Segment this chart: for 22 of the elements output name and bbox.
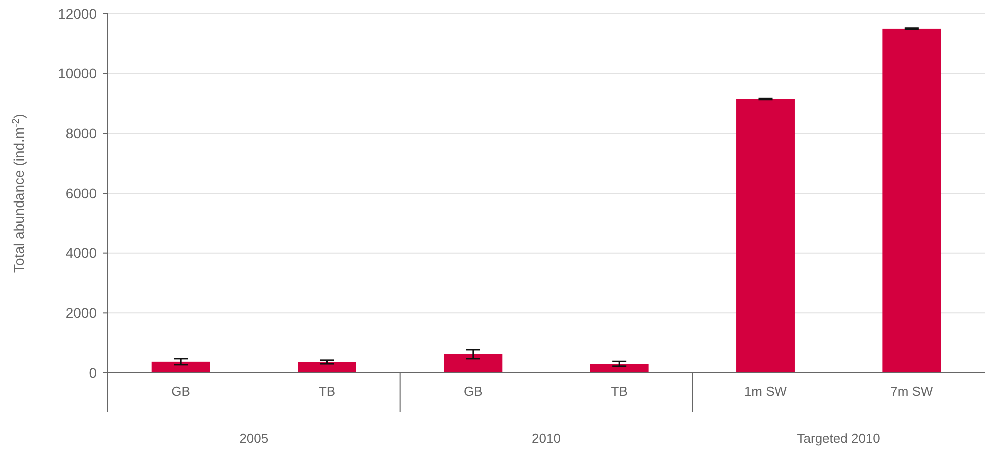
x-tick-label: 7m SW (890, 384, 934, 399)
y-tick-label: 2000 (66, 305, 98, 322)
bar (444, 354, 503, 373)
y-tick-label: 4000 (66, 245, 98, 262)
text: 2005 (240, 431, 269, 446)
bar (590, 364, 649, 373)
y-tick-label: 6000 (66, 185, 98, 202)
x-tick-label: GB (172, 384, 190, 399)
text: Targeted 2010 (797, 431, 880, 446)
bar (736, 99, 795, 373)
y-tick-label: 8000 (66, 126, 98, 142)
y-tick-label: 12000 (58, 6, 98, 22)
bar (298, 362, 356, 373)
x-tick-label: TB (318, 384, 336, 399)
y-tick-label: 10000 (58, 66, 98, 82)
x-tick-label: TB (611, 384, 628, 399)
bar (152, 362, 210, 373)
x-tick-label: 1m SW (744, 384, 788, 399)
text: 2010 (532, 431, 561, 446)
y-tick-label: 0 (89, 364, 98, 381)
bar (882, 28, 942, 373)
x-tick-label: GB (464, 384, 483, 399)
